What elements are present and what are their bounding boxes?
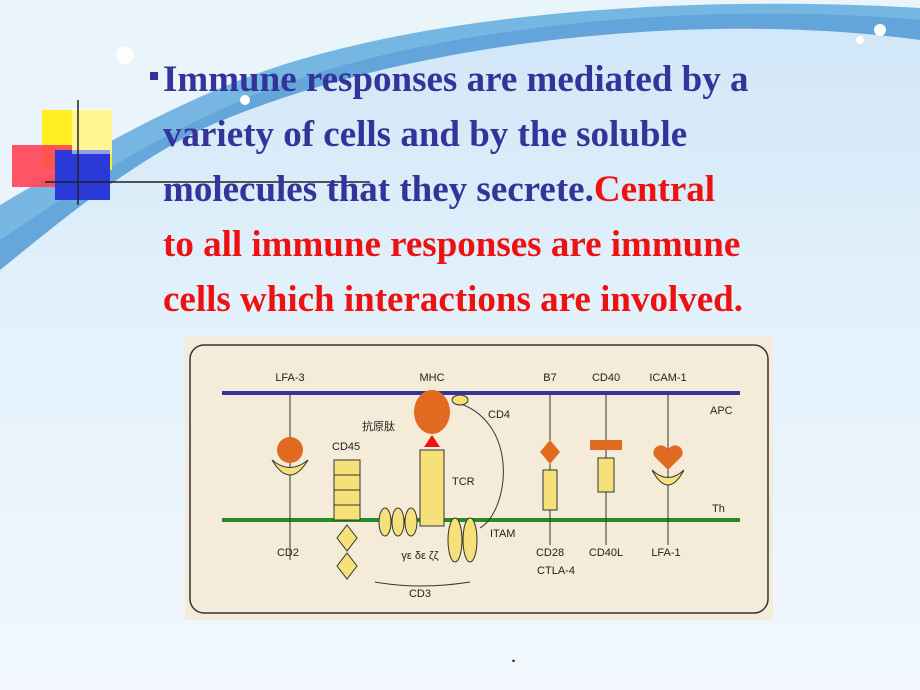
bullet-text: Immune responses are mediated by a varie… xyxy=(163,52,749,327)
label: LFA-1 xyxy=(651,547,680,559)
label: MHC xyxy=(419,372,444,384)
text-line: cells which interactions are involved. xyxy=(163,279,743,320)
label: Th xyxy=(712,503,725,515)
footer: . xyxy=(511,645,516,667)
text-line: Immune responses are mediated by a xyxy=(163,59,749,100)
label: CD4 xyxy=(488,409,510,421)
label: LFA-3 xyxy=(275,372,304,384)
bullet-marker xyxy=(150,72,158,80)
text-line: molecules that they secrete. xyxy=(163,169,594,210)
label: CD40 xyxy=(592,372,620,384)
label: ICAM-1 xyxy=(649,372,686,384)
label: CTLA-4 xyxy=(537,565,575,577)
label: CD3 xyxy=(409,588,431,600)
label: CD2 xyxy=(277,547,299,559)
text-line: to all immune responses are immune xyxy=(163,224,741,265)
text-line: Central xyxy=(593,169,716,210)
label: B7 xyxy=(543,372,556,384)
label: CD45 xyxy=(332,441,360,453)
label: 抗原肽 xyxy=(362,419,395,433)
label: ITAM xyxy=(490,528,515,540)
label: γε δε ζζ xyxy=(401,550,438,562)
label: APC xyxy=(710,405,733,417)
label: CD28 xyxy=(536,547,564,559)
label: CD40L xyxy=(589,547,623,559)
label: TCR xyxy=(452,476,475,488)
text-line: variety of cells and by the soluble xyxy=(163,114,688,155)
